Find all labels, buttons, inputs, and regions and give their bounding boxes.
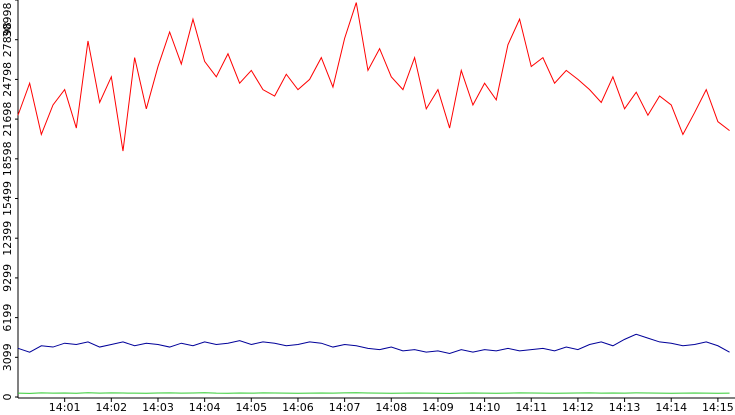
x-tick-label: 14:13: [609, 401, 641, 414]
x-tick-label: 14:15: [702, 401, 734, 414]
y-tick-label: 24798: [1, 62, 14, 97]
x-tick-label: 14:12: [562, 401, 594, 414]
y-tick-label: 15499: [1, 181, 14, 216]
x-tick-label: 14:10: [469, 401, 501, 414]
y-tick-label: 30998: [1, 3, 14, 38]
x-tick-label: 14:03: [142, 401, 174, 414]
series-line: [17, 333, 730, 354]
series-line: [17, 392, 730, 394]
x-tick-label: 14:11: [515, 401, 547, 414]
y-tick-label: 18598: [1, 141, 14, 176]
series-line: [17, 2, 730, 152]
x-tick-label: 14:09: [422, 401, 454, 414]
x-tick-label: 14:01: [49, 401, 81, 414]
x-tick-label: 14:14: [655, 401, 687, 414]
x-tick-label: 14:07: [329, 401, 361, 414]
y-tick-label: 9299: [1, 264, 14, 292]
y-tick-label: 6199: [1, 304, 14, 332]
y-tick-label: 21698: [1, 102, 14, 137]
x-tick-label: 14:04: [189, 401, 221, 414]
x-tick-label: 14:08: [375, 401, 407, 414]
x-tick-label: 14:06: [282, 401, 314, 414]
x-tick-label: 14:05: [235, 401, 267, 414]
y-tick-label: 12399: [1, 221, 14, 256]
y-tick-label: 27898: [1, 22, 14, 57]
y-tick-label: 3099: [1, 343, 14, 371]
y-tick-label: 0: [1, 394, 14, 401]
x-tick-label: 14:02: [95, 401, 127, 414]
